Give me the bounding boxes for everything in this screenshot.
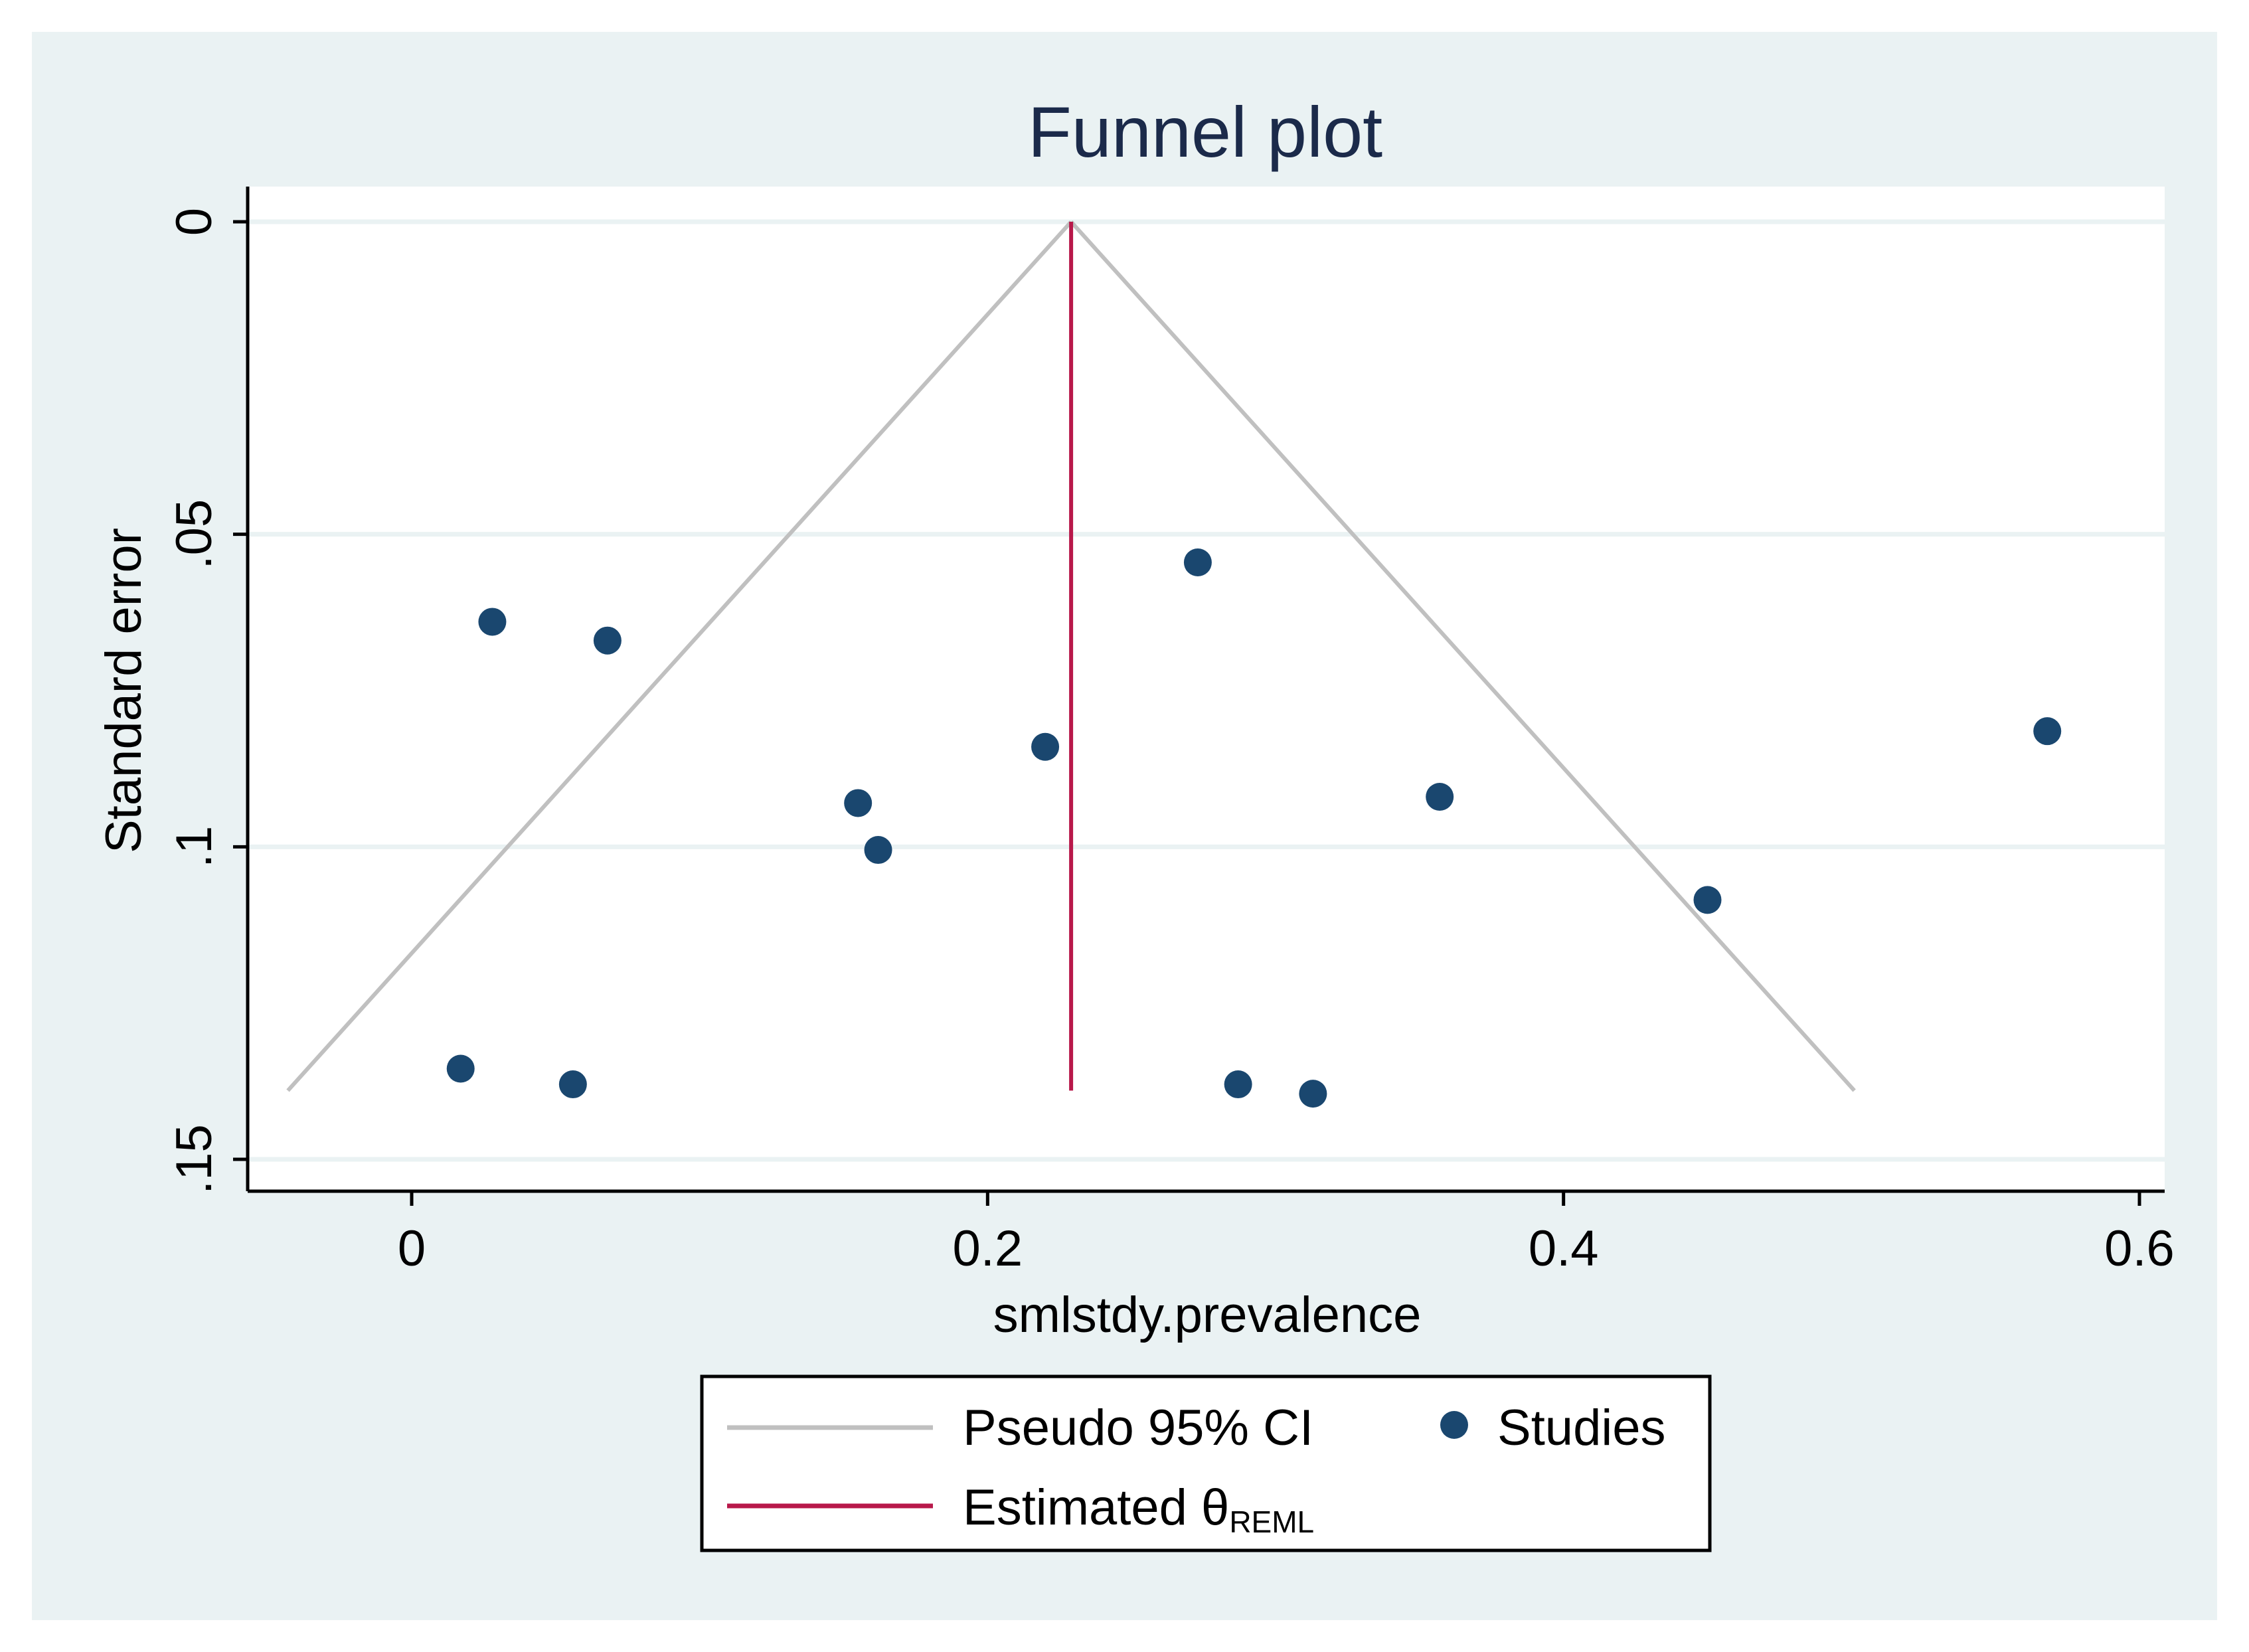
study-point-9 <box>2033 717 2062 746</box>
study-point-2 <box>593 626 622 655</box>
legend-ci-label: Pseudo 95% CI <box>963 1400 1313 1456</box>
x-tick-label-0: 0 <box>398 1220 426 1277</box>
x-tick-label-2: 0.4 <box>1529 1220 1599 1277</box>
y-tick-label-2: .1 <box>166 826 222 868</box>
study-point-6 <box>1183 548 1212 577</box>
x-tick-label-1: 0.2 <box>953 1220 1023 1277</box>
legend-box <box>700 1374 1712 1552</box>
grid-lines <box>248 219 2165 1162</box>
study-point-4 <box>864 836 892 865</box>
x-axis-title: smlstdy.prevalence <box>993 1287 1422 1343</box>
legend: Pseudo 95% CI Studies Estimated θREML <box>700 1374 1712 1552</box>
studies-points <box>446 548 2062 1108</box>
legend-studies-marker <box>1440 1411 1468 1439</box>
chart-title: Funnel plot <box>1028 92 1382 172</box>
x-tick-label-3: 0.6 <box>2104 1220 2175 1277</box>
study-point-11 <box>558 1070 587 1099</box>
study-point-10 <box>446 1054 475 1083</box>
ci-line-right <box>1069 220 1856 1092</box>
funnel-layer <box>286 220 1856 1092</box>
study-point-3 <box>844 789 873 817</box>
legend-theta-label: Estimated θREML <box>963 1479 1314 1539</box>
study-point-5 <box>1031 732 1060 761</box>
y-tick-label-0: 0 <box>166 208 222 236</box>
y-tick-label-3: .15 <box>166 1124 222 1195</box>
y-tick-label-1: .05 <box>166 499 222 570</box>
study-point-8 <box>1693 886 1722 914</box>
study-point-12 <box>1224 1070 1252 1099</box>
legend-studies-label: Studies <box>1497 1400 1666 1456</box>
plot-area <box>248 187 2165 1191</box>
x-axis-ticks: 0 0.2 0.4 0.6 <box>398 1191 2175 1277</box>
study-point-13 <box>1299 1080 1327 1108</box>
study-point-7 <box>1426 783 1454 811</box>
ci-line-left <box>286 220 1073 1092</box>
y-axis-ticks: 0 .05 .1 .15 <box>166 208 248 1195</box>
y-axis-title: Standard error <box>96 528 152 853</box>
study-point-1 <box>478 608 507 636</box>
